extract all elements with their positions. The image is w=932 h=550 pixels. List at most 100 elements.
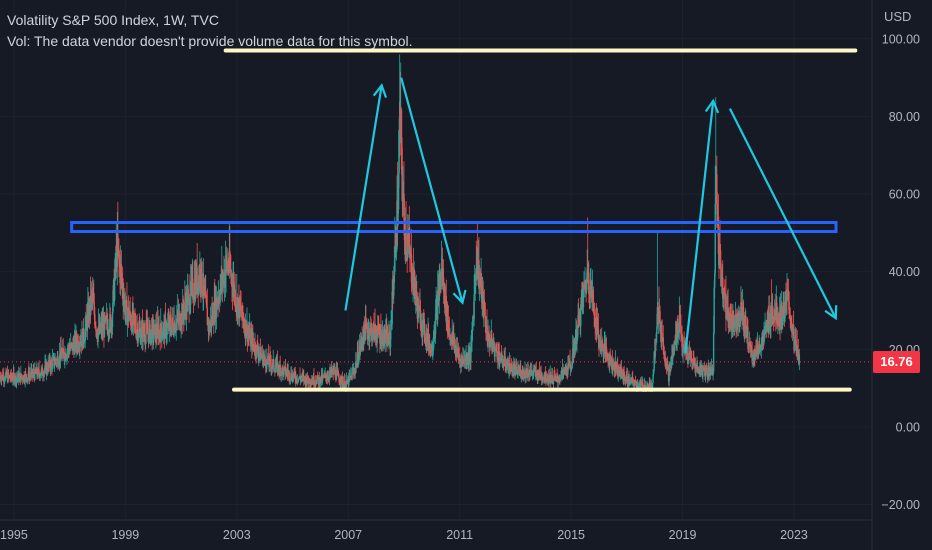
candle-body [245, 320, 247, 338]
candle-body [481, 291, 483, 303]
candle-body [585, 278, 588, 292]
candle-body [749, 341, 751, 347]
candle-body [337, 372, 340, 378]
candle-body [644, 384, 646, 390]
candle-body [527, 371, 529, 377]
candle-body [119, 267, 122, 284]
symbol-title[interactable]: Volatility S&P 500 Index, 1W, TVC [7, 12, 219, 28]
currency-label[interactable]: USD [884, 9, 912, 24]
candle-body [238, 299, 241, 319]
candle-body [470, 342, 473, 348]
candle-body [506, 366, 508, 371]
candle-body [275, 366, 277, 369]
candle-body [668, 368, 670, 382]
candle-body [26, 378, 29, 382]
candle-body [478, 260, 480, 289]
candle-body [239, 299, 241, 309]
candle-body [619, 367, 622, 375]
candle-body [407, 243, 409, 255]
candle-body [597, 329, 600, 340]
candle-body [687, 357, 690, 362]
candle-body [148, 328, 150, 343]
candle-body [370, 328, 372, 329]
candle-body [128, 317, 130, 321]
candle-body [124, 311, 127, 316]
trend-arrow[interactable] [684, 100, 715, 354]
candle-body [186, 295, 189, 311]
candle-body [68, 349, 71, 354]
candle-body [632, 377, 634, 380]
candle-body [751, 350, 753, 363]
candle-body [117, 248, 120, 250]
candle-body [50, 361, 52, 371]
time-axis[interactable]: 1995 1999 2003 2007 2011 2015 2019 2023 [0, 528, 808, 542]
candle-body [764, 327, 766, 335]
candle-body [121, 284, 124, 297]
candle-body [139, 331, 142, 344]
candle-body [649, 384, 652, 390]
trend-arrow[interactable] [728, 108, 837, 319]
candle-body [729, 312, 731, 317]
candle-body [357, 361, 360, 365]
candle-body [325, 374, 327, 378]
candle-body [13, 375, 16, 384]
candle-body [133, 315, 136, 322]
candle-body [675, 342, 678, 344]
trend-arrow[interactable] [344, 85, 383, 311]
candle-body [203, 290, 206, 292]
candle-body [37, 368, 40, 370]
candle-body [411, 282, 413, 287]
candle-body [334, 370, 337, 379]
candle-body [300, 378, 302, 381]
candle-body [245, 334, 248, 338]
candle-body [486, 325, 488, 341]
candle-body [652, 370, 655, 375]
candle-body [262, 352, 264, 366]
candle-body [85, 317, 87, 329]
candle-body [384, 339, 386, 343]
candle-body [75, 336, 78, 346]
candle-body [262, 359, 265, 366]
candle-body [678, 314, 681, 333]
candle-body [759, 344, 761, 352]
candle-body [685, 352, 687, 354]
candle-body [397, 209, 399, 225]
chart-legend: Volatility S&P 500 Index, 1W, TVC Vol: T… [7, 10, 413, 52]
candle-body [558, 380, 560, 382]
candle-body [697, 366, 699, 374]
candle-body [392, 291, 394, 295]
candle-body [605, 346, 608, 354]
candle-body [590, 281, 593, 299]
candle-body [40, 374, 42, 376]
candle-body [742, 314, 745, 331]
candle-body [335, 371, 338, 380]
candle-body [693, 361, 695, 365]
candle-body [3, 381, 5, 382]
trend-arrow[interactable] [400, 77, 464, 303]
candle-body [96, 330, 98, 338]
candle-body [508, 371, 510, 374]
candle-body [155, 327, 158, 336]
candle-body [600, 348, 602, 352]
candle-body [82, 328, 85, 343]
candle-body [264, 356, 266, 362]
candle-body [378, 334, 381, 336]
candle-body [446, 304, 449, 331]
candle-body [123, 301, 125, 307]
price-tick-label: 0.00 [896, 420, 920, 434]
candle-body [688, 352, 691, 356]
candle-body [656, 326, 658, 334]
candle-body [483, 299, 486, 313]
candle-body [270, 364, 272, 370]
candle-body [252, 336, 254, 344]
candle-body [509, 363, 511, 370]
resistance-zone[interactable] [70, 221, 838, 234]
candle-body [233, 281, 235, 298]
candle-body [243, 320, 245, 328]
candle-body [680, 326, 682, 335]
candle-body [529, 372, 532, 374]
candle-body [202, 295, 204, 297]
candle-body [631, 377, 633, 383]
